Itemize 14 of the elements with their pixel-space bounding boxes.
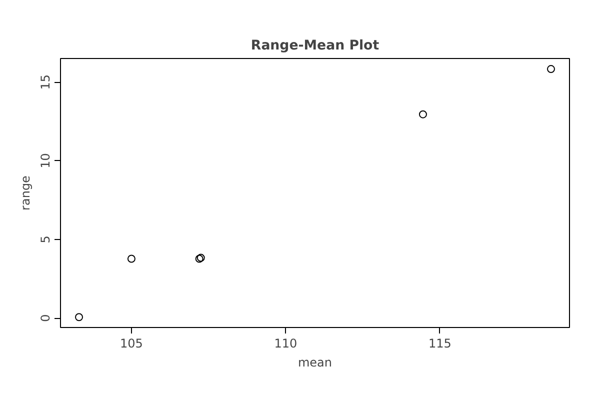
point	[75, 313, 84, 322]
y-tick-label: 10	[38, 153, 52, 168]
point	[418, 110, 427, 118]
chart-title: Range-Mean Plot	[250, 38, 380, 54]
point	[127, 254, 136, 263]
x-tick-label: 115	[428, 336, 452, 350]
y-axis-title: range	[18, 176, 32, 210]
y-tick-label: 15	[38, 74, 52, 90]
x-tick-label: 105	[120, 336, 143, 350]
x-tick-label: 110	[274, 336, 298, 350]
y-tick-label: 5	[38, 236, 52, 244]
x-axis-title: mean	[298, 356, 332, 370]
point	[546, 65, 555, 74]
y-tick-label: 0	[38, 314, 52, 322]
